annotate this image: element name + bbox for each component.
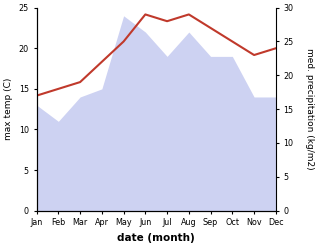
X-axis label: date (month): date (month): [117, 233, 195, 243]
Y-axis label: med. precipitation (kg/m2): med. precipitation (kg/m2): [305, 48, 314, 170]
Y-axis label: max temp (C): max temp (C): [4, 78, 13, 140]
